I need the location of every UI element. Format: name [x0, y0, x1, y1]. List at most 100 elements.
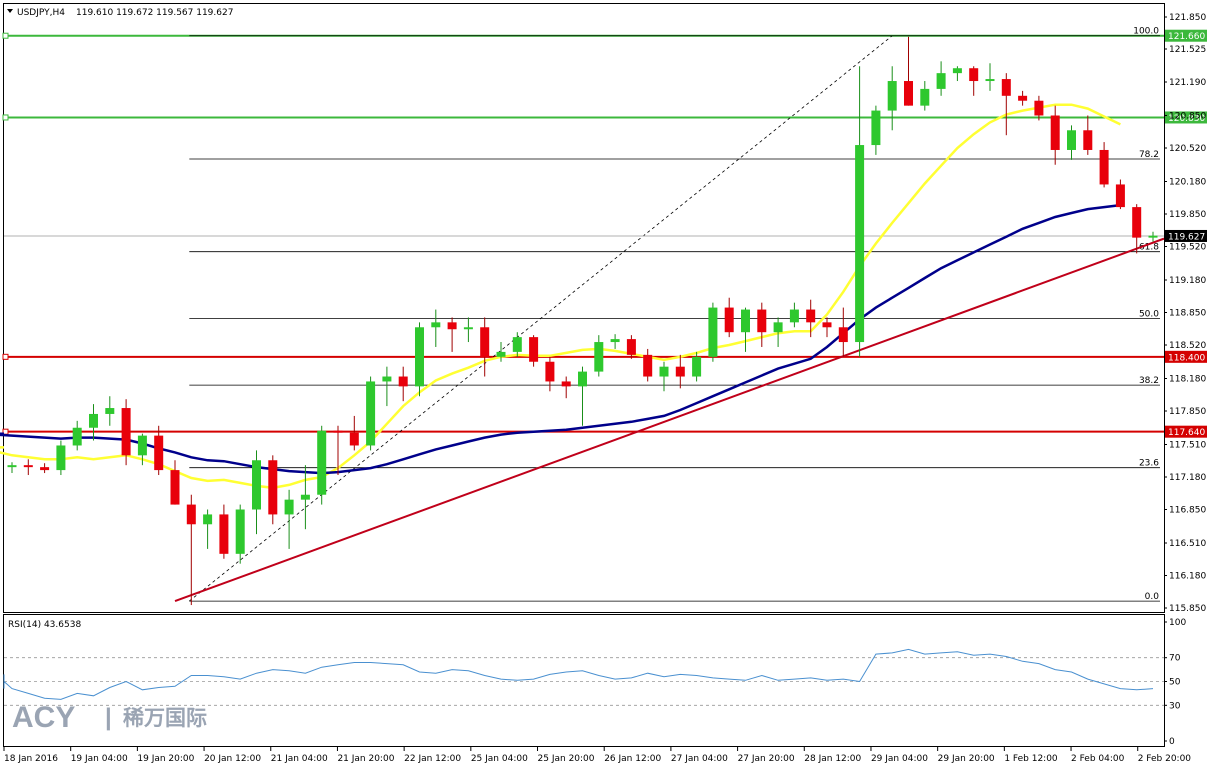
- fib-level-label: 38.2: [1139, 376, 1159, 386]
- candle-bear: [643, 354, 653, 377]
- price-tick-label: 116.180: [1169, 571, 1206, 581]
- level-price-box: [1165, 29, 1207, 42]
- price-tick-label: 119.520: [1169, 243, 1206, 253]
- candle-bull: [887, 81, 897, 111]
- candle-bull: [284, 499, 294, 515]
- candle-bull: [382, 376, 392, 382]
- candle-bull: [936, 73, 946, 89]
- candle-bear: [822, 322, 832, 328]
- candle-bull: [89, 413, 98, 428]
- candle-bull: [300, 494, 310, 500]
- rsi-line: [3, 648, 1154, 700]
- trendline: [174, 237, 1165, 603]
- candle-bear: [186, 504, 196, 525]
- candle-bear: [561, 381, 571, 387]
- candle-bull: [235, 509, 245, 554]
- time-tick-label: 25 Jan 20:00: [538, 754, 595, 764]
- candle-bear: [757, 309, 767, 333]
- candle-bear: [1018, 95, 1028, 101]
- time-tick-label: 25 Jan 04:00: [471, 754, 528, 764]
- time-tick-label: 26 Jan 12:00: [604, 754, 661, 764]
- candle-bear: [626, 339, 636, 355]
- candle-bull: [252, 460, 261, 510]
- main-plot-frame: [3, 3, 1165, 613]
- fib-level-label: 100.0: [1133, 27, 1159, 37]
- price-tick-label: 118.180: [1169, 374, 1206, 384]
- price-tick-label: 121.190: [1169, 78, 1206, 88]
- candle-bear: [1099, 149, 1109, 185]
- candle-bull: [137, 435, 147, 456]
- time-tick-label: 2 Feb 04:00: [1071, 754, 1125, 764]
- candle-bull: [105, 408, 115, 414]
- candle-bear: [40, 467, 50, 471]
- level-price-label: 118.400: [1168, 353, 1205, 363]
- time-axis: 18 Jan 2016 19 Jan 04:00 19 Jan 20:00 20 Ja…: [3, 747, 1192, 764]
- time-tick-label: 28 Jan 12:00: [804, 754, 861, 764]
- candle-bull: [203, 514, 213, 525]
- candle-bear: [121, 408, 131, 456]
- price-tick-label: 115.850: [1169, 604, 1206, 614]
- brand-chinese-name: 稀万国际: [123, 706, 207, 730]
- level-price-label: 121.660: [1168, 32, 1205, 42]
- rsi-tick-label: 50: [1169, 678, 1181, 688]
- price-tick-label: 120.850: [1169, 112, 1206, 122]
- time-tick-label: 19 Jan 04:00: [71, 754, 128, 764]
- candle-bull: [952, 68, 962, 74]
- fib-level-label: 78.2: [1139, 150, 1159, 160]
- candle-bear: [268, 460, 278, 515]
- rsi-tick-label: 70: [1169, 654, 1181, 664]
- fib-level-label: 0.0: [1145, 592, 1160, 602]
- time-tick-label: 22 Jan 12:00: [404, 754, 461, 764]
- level-price-box: [1165, 425, 1207, 438]
- fib-level-label: 23.6: [1139, 459, 1159, 469]
- level-handle: [2, 353, 9, 360]
- acy-watermark: ACY | 稀万国际: [12, 701, 207, 734]
- fib-level-label: 61.8: [1139, 243, 1159, 253]
- price-tick-label: 118.520: [1169, 341, 1206, 351]
- candle-bear: [724, 307, 734, 333]
- candle-bear: [806, 309, 816, 323]
- candle-bear: [170, 470, 180, 505]
- candle-bull: [512, 337, 522, 352]
- candle-bull: [773, 322, 783, 333]
- candle-bull: [594, 342, 604, 372]
- candle-bull: [7, 465, 17, 468]
- current-price-box: [1165, 229, 1207, 242]
- time-tick-label: 1 Feb 12:00: [1004, 754, 1058, 764]
- price-tick-label: 117.180: [1169, 473, 1206, 483]
- level-price-label: 120.830: [1168, 114, 1205, 124]
- candle-bull: [496, 351, 506, 357]
- candle-bull: [415, 327, 424, 387]
- candle-bull: [1067, 130, 1076, 150]
- price-tick-label: 120.520: [1169, 144, 1206, 154]
- candle-bear: [529, 337, 539, 362]
- candle-bull: [789, 309, 799, 323]
- time-tick-label: 29 Jan 04:00: [871, 754, 928, 764]
- candle-bull: [985, 79, 995, 82]
- candle-bear: [969, 68, 979, 82]
- candle-bull: [431, 322, 441, 328]
- price-axis: 121.850 121.525 121.190 120.850 120.520 120.1…: [1164, 13, 1206, 614]
- current-price-label: 119.627: [1168, 232, 1205, 242]
- candle-bear: [1115, 184, 1125, 208]
- rsi-label: RSI(14) 43.6538: [8, 620, 81, 630]
- candle-bear: [1050, 115, 1060, 150]
- rsi-tick-label: 30: [1169, 701, 1181, 711]
- trendline-layer: [174, 237, 1165, 603]
- candle-bear: [675, 366, 685, 377]
- candle-bear: [398, 376, 408, 387]
- candle-bull: [366, 381, 376, 446]
- candle-bull: [708, 307, 718, 357]
- price-tick-label: 119.180: [1169, 276, 1206, 286]
- fib-level-label: 50.0: [1139, 309, 1159, 319]
- level-price-box: [1165, 350, 1207, 363]
- candle-bull: [659, 366, 669, 377]
- price-tick-label: 117.510: [1169, 440, 1206, 450]
- time-tick-label: 2 Feb 20:00: [1138, 754, 1192, 764]
- candle-bull: [920, 88, 930, 106]
- level-price-label: 117.640: [1168, 428, 1205, 438]
- candle-bull: [610, 339, 620, 343]
- menu-triangle-icon[interactable]: [7, 9, 13, 13]
- candle-bear: [1001, 79, 1011, 96]
